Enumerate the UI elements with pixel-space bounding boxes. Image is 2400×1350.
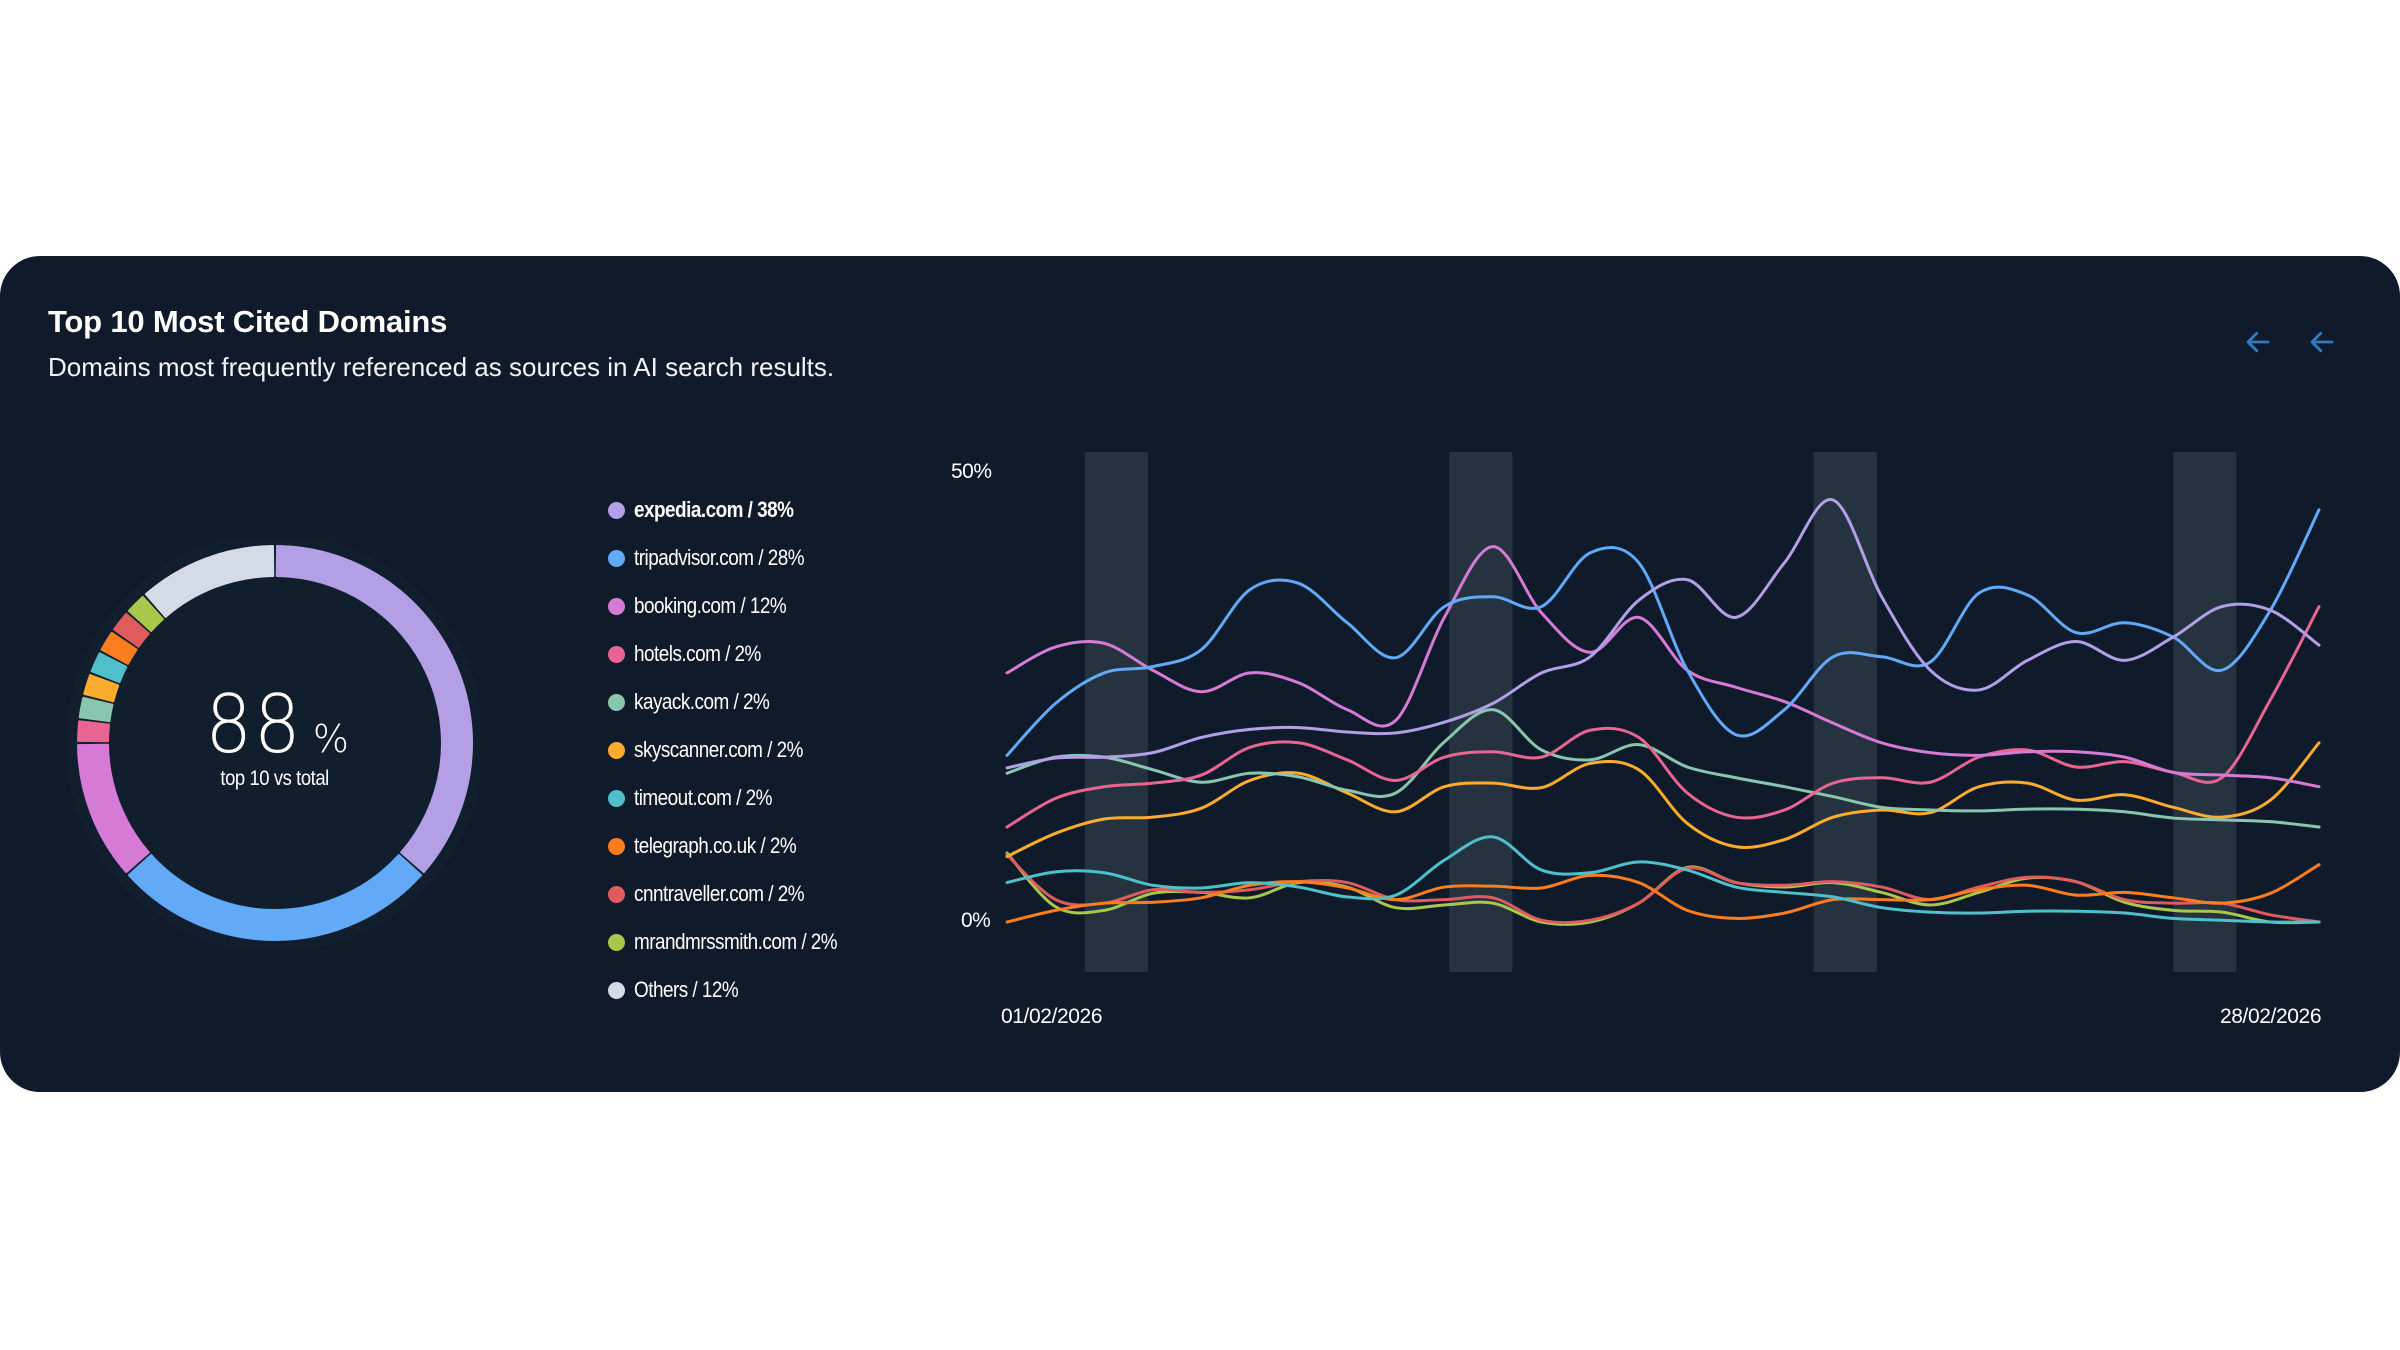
donut-slice-tripadvisor-com[interactable] [127, 854, 423, 941]
donut-slice-cnntraveller-com[interactable] [113, 612, 150, 648]
legend-item-hotels-com[interactable]: hotels.com / 2% [608, 630, 870, 678]
series-line-telegraph-co-uk[interactable] [1005, 863, 2321, 924]
legend-label: skyscanner.com / 2% [634, 737, 803, 762]
donut-slice-others[interactable] [144, 545, 275, 618]
series-line-skyscanner-com[interactable] [1005, 741, 2321, 859]
donut-slice-timeout-com[interactable] [90, 652, 128, 684]
legend: expedia.com / 38% tripadvisor.com / 28% bo… [608, 486, 870, 1014]
legend-item-kayack-com[interactable]: kayack.com / 2% [608, 678, 870, 726]
donut-slice-booking-com[interactable] [77, 743, 150, 874]
series-line-booking-com[interactable] [1005, 545, 2321, 789]
legend-item-booking-com[interactable]: booking.com / 12% [608, 582, 870, 630]
legend-color-dot [608, 741, 625, 759]
legend-label: cnntraveller.com / 2% [634, 881, 805, 906]
legend-item-others[interactable]: Others / 12% [608, 966, 870, 1014]
legend-item-timeout-com[interactable]: timeout.com / 2% [608, 774, 870, 822]
series-line-expedia-com[interactable] [1005, 498, 2321, 770]
legend-color-dot [608, 789, 625, 807]
legend-color-dot [608, 837, 625, 855]
arrow-left-icon [2246, 331, 2270, 353]
legend-label: tripadvisor.com / 28% [634, 545, 805, 570]
legend-label: telegraph.co.uk / 2% [634, 833, 797, 858]
x-tick-end: 28/02/2026 [2220, 1005, 2322, 1028]
legend-item-skyscanner-com[interactable]: skyscanner.com / 2% [608, 726, 870, 774]
donut-slice-kayack-com[interactable] [78, 696, 114, 723]
legend-item-tripadvisor-com[interactable]: tripadvisor.com / 28% [608, 534, 870, 582]
arrow-left-icon [2310, 331, 2334, 353]
legend-label: timeout.com / 2% [634, 785, 772, 810]
donut-slice-expedia-com[interactable] [275, 545, 473, 874]
legend-label: hotels.com / 2% [634, 641, 761, 666]
legend-item-cnntraveller-com[interactable]: cnntraveller.com / 2% [608, 870, 870, 918]
legend-item-mrandmrssmith-com[interactable]: mrandmrssmith.com / 2% [608, 918, 870, 966]
y-tick-0: 0% [961, 909, 991, 932]
series-line-tripadvisor-com[interactable] [1005, 508, 2321, 757]
series-line-timeout-com[interactable] [1005, 835, 2321, 924]
donut-halo [70, 538, 480, 948]
legend-color-dot [608, 933, 625, 951]
legend-label: expedia.com / 38% [634, 497, 794, 522]
legend-label: Others / 12% [634, 977, 739, 1002]
donut-slice-hotels-com[interactable] [77, 720, 111, 743]
legend-label: booking.com / 12% [634, 593, 787, 618]
donut-slice-telegraph-co-uk[interactable] [100, 631, 138, 665]
legend-color-dot [608, 549, 625, 567]
donut-chart [70, 538, 480, 948]
donut-slice-skyscanner-com[interactable] [83, 674, 120, 703]
legend-color-dot [608, 885, 625, 903]
legend-label: mrandmrssmith.com / 2% [634, 929, 838, 954]
legend-color-dot [608, 645, 625, 663]
next-button[interactable] [2306, 326, 2338, 358]
card-title: Top 10 Most Cited Domains [48, 304, 448, 339]
legend-color-dot [608, 693, 625, 711]
series-line-hotels-com[interactable] [1005, 605, 2321, 829]
legend-color-dot [608, 981, 625, 999]
legend-item-expedia-com[interactable]: expedia.com / 38% [608, 486, 870, 534]
legend-item-telegraph-co-uk[interactable]: telegraph.co.uk / 2% [608, 822, 870, 870]
legend-color-dot [608, 501, 625, 519]
legend-label: kayack.com / 2% [634, 689, 770, 714]
legend-color-dot [608, 597, 625, 615]
series-line-kayack-com[interactable] [1005, 708, 2321, 829]
donut-slice-mrandmrssmith-com[interactable] [127, 595, 164, 632]
previous-button[interactable] [2242, 326, 2274, 358]
y-tick-50: 50% [951, 460, 992, 483]
x-tick-start: 01/02/2026 [1001, 1005, 1103, 1028]
card-subtitle: Domains most frequently referenced as so… [48, 352, 835, 382]
